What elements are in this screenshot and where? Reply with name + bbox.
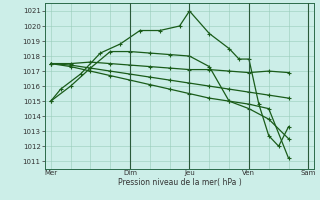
X-axis label: Pression niveau de la mer( hPa ): Pression niveau de la mer( hPa ) bbox=[118, 178, 242, 187]
